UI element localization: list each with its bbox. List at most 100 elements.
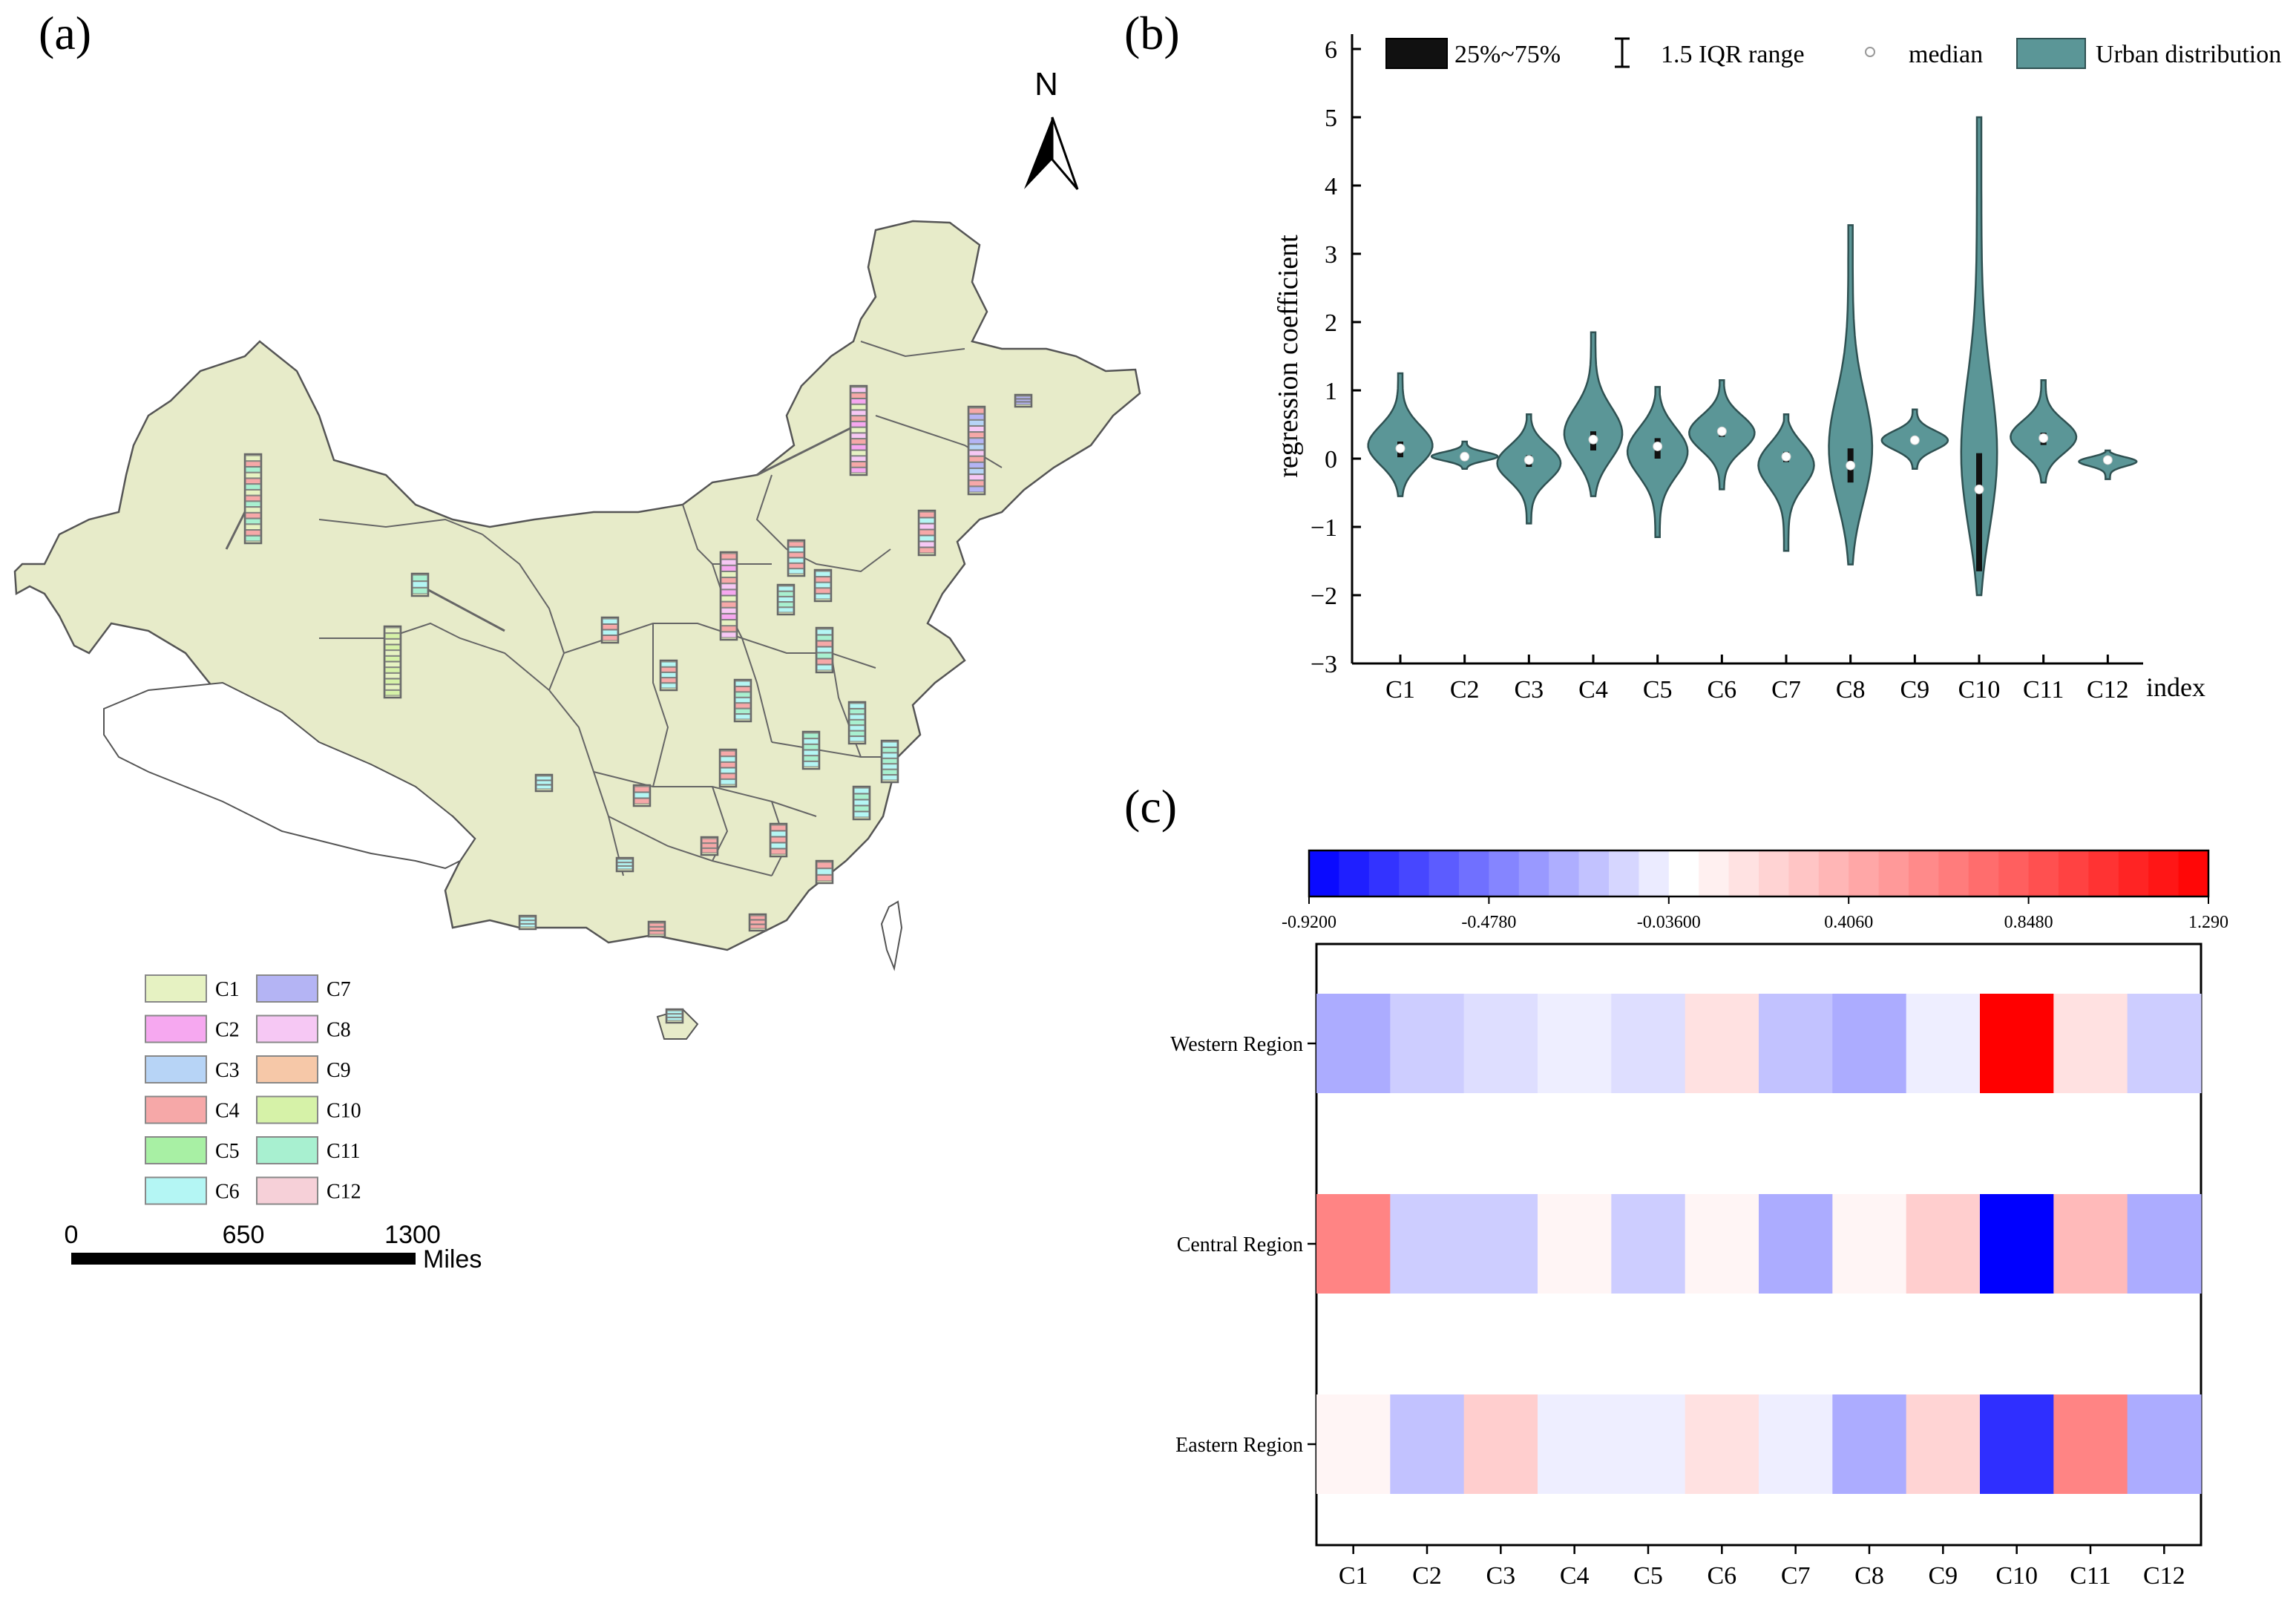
legend-swatch-c2 bbox=[145, 1014, 207, 1043]
heatmap-cell bbox=[1832, 994, 1907, 1093]
colorbar-step bbox=[1968, 850, 1999, 896]
heatmap-cell bbox=[1611, 994, 1686, 1093]
violin-median-c1 bbox=[1395, 443, 1406, 453]
colorbar-step bbox=[1909, 850, 1939, 896]
heatmap-cell bbox=[1390, 1394, 1465, 1494]
heatmap-cell bbox=[2053, 1394, 2128, 1494]
china-map bbox=[13, 220, 1141, 1040]
legend-iqr-text: 25%~75% bbox=[1454, 41, 1561, 68]
map-bar-marker bbox=[880, 739, 899, 784]
violin-shape-c5 bbox=[1626, 386, 1689, 539]
heatmap-col-label: C3 bbox=[1486, 1562, 1515, 1590]
heatmap-col-label: C10 bbox=[1995, 1562, 2038, 1590]
heatmap-cell bbox=[1685, 1394, 1759, 1494]
violin-shape-c8 bbox=[1828, 224, 1874, 566]
colorbar-step bbox=[1788, 850, 1820, 896]
colorbar-step bbox=[2118, 850, 2149, 896]
violin-x-tick-label: C6 bbox=[1707, 676, 1736, 704]
colorbar-tick-label: 0.4060 bbox=[1824, 913, 1873, 932]
heatmap-cell bbox=[1906, 1394, 1981, 1494]
heatmap-chart: -0.9200 -0.4780 -0.03600 0.4060 0.8480 1.290 W… bbox=[1170, 849, 2228, 1590]
heatmap-cell bbox=[1463, 994, 1538, 1093]
colorbar-step bbox=[1489, 850, 1520, 896]
map-bar-markers bbox=[243, 384, 1033, 1024]
heatmap-cell bbox=[1463, 1394, 1538, 1494]
violin-y-tick-label: 3 bbox=[1325, 241, 1337, 269]
map-bar-marker bbox=[813, 568, 833, 603]
heatmap-row-label: Eastern Region bbox=[1175, 1434, 1303, 1457]
colorbar-step bbox=[1549, 850, 1580, 896]
colorbar: -0.9200 -0.4780 -0.03600 0.4060 0.8480 1.290 bbox=[1282, 849, 2228, 932]
heatmap-cell bbox=[1832, 1394, 1907, 1494]
colorbar-step bbox=[2028, 850, 2059, 896]
legend-label-c5: C5 bbox=[215, 1140, 240, 1163]
north-label: N bbox=[1034, 66, 1058, 102]
colorbar-tick-label: 1.290 bbox=[2188, 913, 2228, 932]
map-bar-marker bbox=[665, 1008, 684, 1024]
colorbar-step bbox=[1759, 850, 1789, 896]
map-bar-marker bbox=[917, 509, 937, 557]
map-bar-marker bbox=[815, 859, 834, 885]
legend-label-c10: C10 bbox=[327, 1100, 361, 1123]
legend-label-c6: C6 bbox=[215, 1181, 240, 1204]
violin-shape-c11 bbox=[2010, 378, 2078, 484]
heatmap-row-label: Central Region bbox=[1177, 1233, 1303, 1256]
map-bar-marker bbox=[815, 626, 834, 674]
heatmap-cell bbox=[1906, 1194, 1981, 1294]
map-bar-marker bbox=[801, 730, 821, 770]
legend-median-text: median bbox=[1909, 41, 1983, 68]
colorbar-step bbox=[1309, 850, 1339, 896]
violin-median-c2 bbox=[1460, 451, 1470, 462]
colorbar-step bbox=[2059, 850, 2089, 896]
violin-median-c5 bbox=[1653, 441, 1663, 451]
violin-x-tick-label: C4 bbox=[1578, 676, 1608, 704]
violin-x-tick-label: C1 bbox=[1385, 676, 1415, 704]
legend-label-c12: C12 bbox=[327, 1181, 361, 1204]
scale-bar: 0 650 1300 Miles bbox=[65, 1221, 482, 1273]
colorbar-frame bbox=[1308, 849, 2210, 898]
violin-x-tick-label: C9 bbox=[1900, 676, 1929, 704]
map-bar-marker bbox=[700, 836, 719, 856]
violin-shape-c3 bbox=[1496, 413, 1562, 525]
map-bar-marker bbox=[600, 616, 620, 644]
violin-x-tick-label: C5 bbox=[1643, 676, 1673, 704]
heatmap-cell bbox=[1980, 994, 2054, 1093]
colorbar-step bbox=[1938, 850, 1969, 896]
colorbar-step bbox=[1728, 850, 1759, 896]
colorbar-step bbox=[2148, 850, 2179, 896]
legend-label-c2: C2 bbox=[215, 1019, 240, 1042]
colorbar-step bbox=[1998, 850, 2030, 896]
map-bar-marker bbox=[776, 583, 796, 616]
legend-label-c3: C3 bbox=[215, 1059, 240, 1082]
map-bar-marker bbox=[383, 625, 402, 699]
heatmap-col-label: C1 bbox=[1339, 1562, 1368, 1590]
legend-label-c7: C7 bbox=[327, 978, 351, 1001]
colorbar-step bbox=[1818, 850, 1849, 896]
violin-shape-c1 bbox=[1367, 372, 1434, 497]
legend-median-icon bbox=[1865, 47, 1875, 57]
violin-shape-c4 bbox=[1563, 331, 1624, 497]
heatmap-cell bbox=[2053, 994, 2128, 1093]
heatmap-cell bbox=[1538, 994, 1612, 1093]
heatmap-cell bbox=[1316, 994, 1391, 1093]
map-bar-marker bbox=[852, 785, 871, 821]
heatmap-cell bbox=[1316, 1394, 1391, 1494]
map-bar-marker bbox=[787, 539, 806, 577]
heatmap-cell bbox=[1832, 1194, 1907, 1294]
legend-swatch-c11 bbox=[256, 1136, 318, 1164]
violin-iqr-box-c10 bbox=[1976, 453, 1982, 571]
colorbar-step bbox=[1639, 850, 1670, 896]
heatmap-cell bbox=[2053, 1194, 2128, 1294]
map-bar-marker bbox=[748, 913, 767, 932]
panel-b-label: (b) bbox=[1124, 7, 1180, 59]
colorbar-step bbox=[2088, 850, 2119, 896]
map-bar-marker bbox=[615, 856, 634, 873]
violin-y-tick-label: −1 bbox=[1311, 514, 1337, 542]
map-bar-marker bbox=[719, 551, 738, 641]
colorbar-tick-label: 0.8480 bbox=[2004, 913, 2053, 932]
map-landmass bbox=[13, 220, 1141, 951]
map-bar-marker bbox=[769, 822, 788, 858]
heatmap-col-label: C4 bbox=[1560, 1562, 1590, 1590]
colorbar-tick-label: -0.03600 bbox=[1637, 913, 1701, 932]
